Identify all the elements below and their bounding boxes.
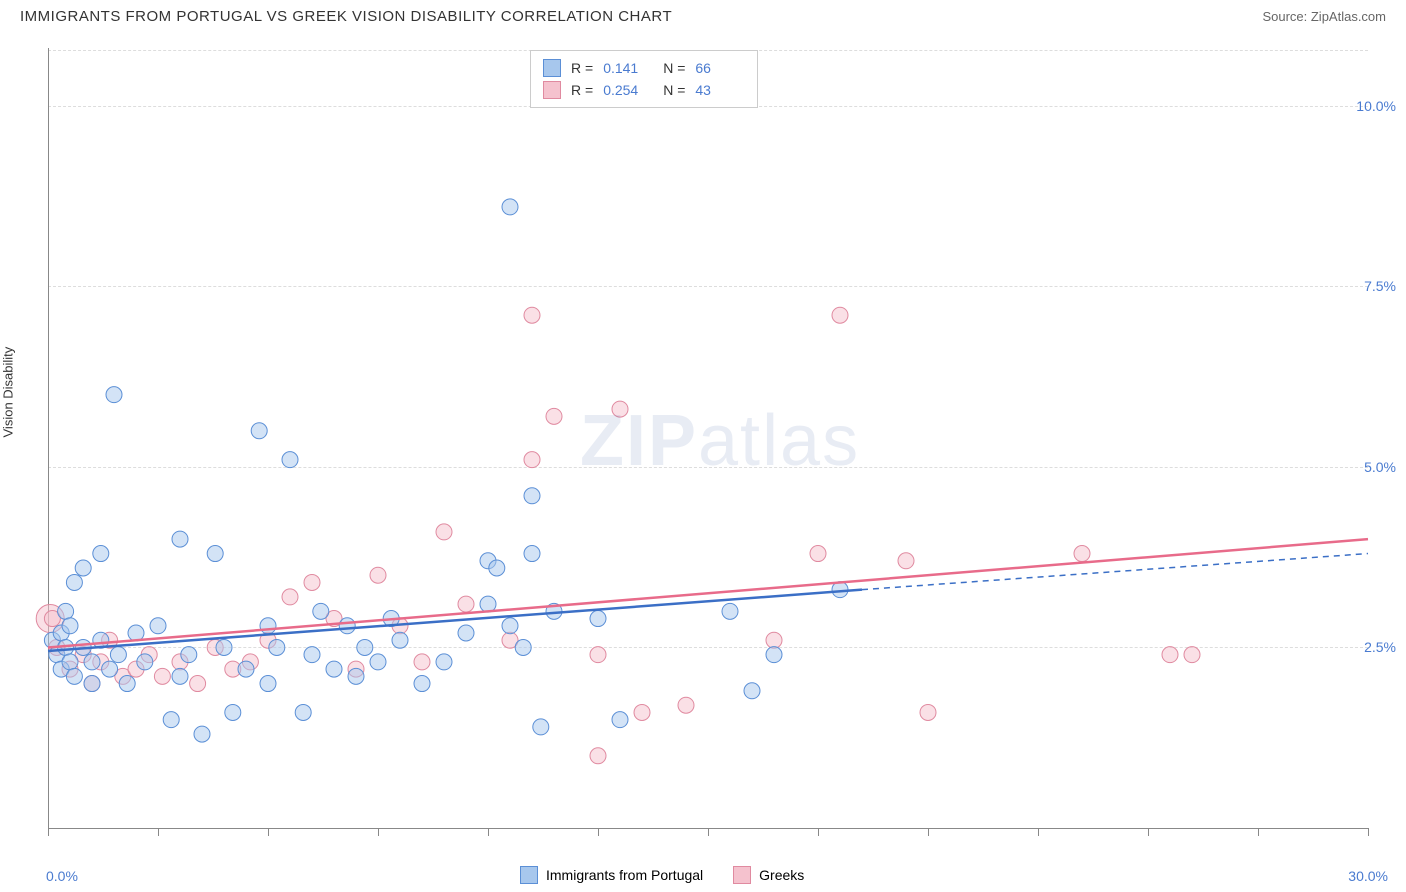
x-tick	[818, 828, 819, 836]
x-tick-0: 0.0%	[46, 868, 78, 884]
x-tick	[1258, 828, 1259, 836]
chart-title: IMMIGRANTS FROM PORTUGAL VS GREEK VISION…	[20, 8, 672, 25]
y-tick-label: 2.5%	[1364, 639, 1396, 655]
correlation-legend: R = 0.141 N = 66 R = 0.254 N = 43	[530, 50, 758, 108]
y-tick-label: 7.5%	[1364, 278, 1396, 294]
x-tick	[488, 828, 489, 836]
x-tick	[268, 828, 269, 836]
y-axis-label: Vision Disability	[1, 347, 16, 438]
portugal-swatch	[543, 59, 561, 77]
x-tick	[1148, 828, 1149, 836]
greeks-swatch-bottom	[733, 866, 751, 884]
portugal-label: Immigrants from Portugal	[546, 867, 703, 883]
series-legend: Immigrants from Portugal Greeks	[520, 866, 804, 884]
x-tick	[928, 828, 929, 836]
x-tick	[1368, 828, 1369, 836]
x-tick	[158, 828, 159, 836]
portugal-swatch-bottom	[520, 866, 538, 884]
x-tick-30: 30.0%	[1348, 868, 1388, 884]
scatter-plot	[48, 48, 1368, 828]
y-tick-label: 5.0%	[1364, 459, 1396, 475]
x-tick	[1038, 828, 1039, 836]
x-tick	[48, 828, 49, 836]
source-attribution: Source: ZipAtlas.com	[1262, 9, 1386, 24]
greeks-swatch	[543, 81, 561, 99]
x-tick	[708, 828, 709, 836]
greeks-label: Greeks	[759, 867, 804, 883]
x-tick	[598, 828, 599, 836]
x-tick	[378, 828, 379, 836]
